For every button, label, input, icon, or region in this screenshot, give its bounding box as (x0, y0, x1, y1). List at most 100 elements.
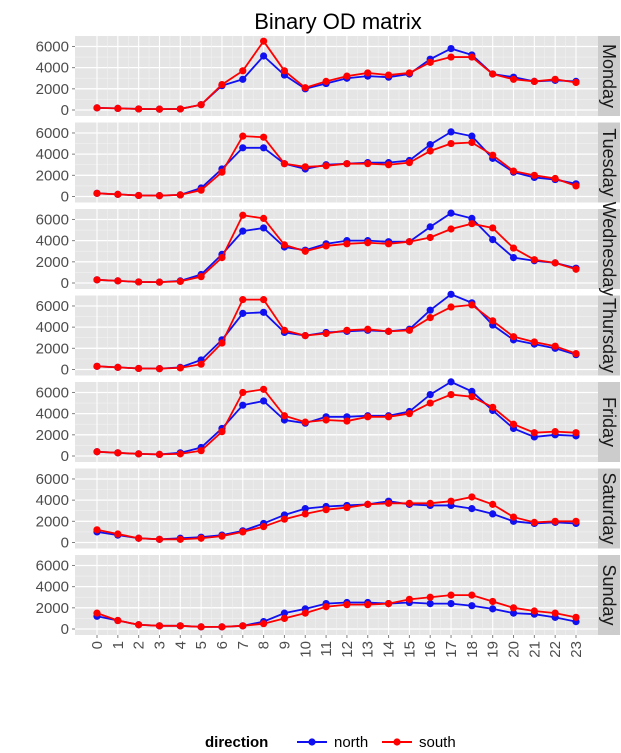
data-point-south (197, 273, 205, 281)
data-point-south (489, 151, 497, 159)
x-tick-label: 10 (297, 641, 314, 658)
facet-panel-wednesday: 0 2000 4000 6000 Wednesday (36, 202, 620, 296)
data-point-north (301, 505, 309, 513)
data-point-north (239, 75, 247, 83)
data-point-south (447, 53, 455, 61)
legend-label: north (334, 734, 368, 751)
data-point-south (551, 517, 559, 525)
data-point-south (197, 101, 205, 109)
data-point-south (155, 622, 164, 630)
data-point-south (530, 607, 538, 615)
data-point-south (405, 69, 413, 77)
legend-key-point (308, 738, 316, 746)
data-point-south (447, 390, 455, 399)
data-point-south (197, 534, 205, 542)
y-tick-label: 0 (61, 621, 69, 638)
data-point-south (155, 278, 164, 286)
data-point-north (239, 401, 247, 409)
data-point-south (343, 240, 351, 248)
data-point-south (93, 609, 101, 617)
data-point-south (260, 620, 268, 628)
x-tick-label: 3 (151, 641, 168, 649)
y-tick-label: 0 (61, 362, 69, 379)
data-point-south (364, 601, 372, 609)
data-point-south (343, 601, 351, 609)
data-point-south (551, 174, 559, 183)
data-point-south (301, 84, 309, 92)
data-point-south (364, 69, 372, 77)
data-point-south (176, 277, 184, 286)
facet-strip-label: Tuesday (599, 128, 619, 196)
data-point-north (468, 505, 476, 513)
legend-key-point (393, 738, 401, 746)
data-point-south (447, 591, 455, 599)
data-point-south (384, 240, 393, 248)
data-point-south (322, 506, 330, 514)
facet-strip (598, 382, 620, 462)
data-point-south (530, 171, 538, 179)
data-point-south (301, 510, 309, 518)
data-point-south (364, 325, 372, 333)
data-point-south (239, 528, 247, 536)
data-point-south (322, 77, 330, 86)
data-point-south (218, 532, 226, 540)
data-point-north (447, 44, 455, 53)
y-tick-label: 0 (61, 535, 69, 552)
y-tick-label: 4000 (36, 406, 69, 423)
facet-panel-tuesday: 0 2000 4000 6000 Tuesday (36, 122, 620, 206)
y-tick-label: 2000 (36, 340, 69, 357)
x-tick-label: 13 (360, 641, 377, 658)
data-point-south (343, 72, 351, 80)
legend-label: south (419, 734, 456, 751)
data-point-south (280, 160, 289, 168)
y-tick-label: 4000 (36, 492, 69, 509)
data-point-south (364, 239, 372, 247)
data-point-south (343, 326, 351, 334)
x-tick-label: 23 (568, 641, 585, 658)
data-point-north (489, 605, 497, 613)
x-tick-label: 18 (464, 641, 481, 658)
data-point-south (364, 160, 372, 168)
y-tick-label: 6000 (36, 211, 69, 228)
data-point-south (405, 499, 413, 507)
data-point-south (301, 247, 309, 255)
x-tick-label: 4 (172, 641, 189, 649)
data-point-south (572, 517, 580, 525)
data-point-south (239, 211, 247, 219)
data-point-north (447, 378, 455, 386)
data-point-south (426, 399, 434, 407)
data-point-south (489, 70, 497, 78)
data-point-south (135, 191, 143, 200)
data-point-south (218, 168, 226, 176)
y-tick-label: 4000 (36, 319, 69, 336)
y-tick-label: 4000 (36, 233, 69, 250)
data-point-north (239, 144, 247, 152)
data-point-south (572, 78, 580, 87)
data-point-south (93, 448, 101, 456)
data-point-south (447, 225, 455, 233)
x-tick-label: 9 (276, 641, 293, 649)
data-point-south (176, 364, 184, 372)
data-point-south (322, 416, 330, 424)
y-tick-label: 0 (61, 102, 69, 119)
data-point-south (468, 53, 476, 61)
data-point-south (551, 75, 559, 83)
y-tick-label: 0 (61, 275, 69, 292)
x-tick-label: 7 (235, 641, 252, 649)
data-point-south (114, 530, 122, 538)
x-tick-label: 12 (339, 641, 356, 658)
data-point-north (260, 144, 268, 152)
y-tick-label: 4000 (36, 146, 69, 163)
data-point-south (301, 163, 309, 171)
data-point-south (489, 317, 497, 325)
data-point-south (280, 241, 289, 249)
data-point-south (426, 593, 434, 601)
data-point-south (572, 429, 580, 437)
data-point-south (384, 71, 393, 79)
x-tick-label: 14 (381, 641, 398, 658)
data-point-south (135, 105, 143, 113)
data-point-south (280, 614, 289, 623)
chart-title: Binary OD matrix (254, 9, 421, 34)
data-point-south (343, 160, 351, 168)
